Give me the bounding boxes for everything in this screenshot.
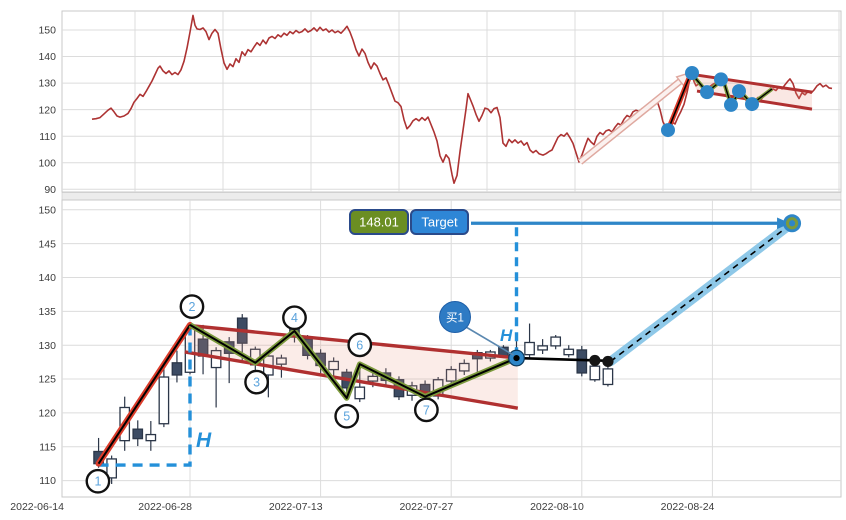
height-measure-dashed (98, 326, 192, 467)
breakout-marker-core (513, 354, 520, 362)
pattern-overlay (95, 218, 797, 467)
mini-pivot-dot (685, 66, 699, 81)
candle-up (602, 368, 614, 386)
target-price-label: 148.01 (359, 215, 399, 230)
mini-pivot-dot (661, 123, 675, 138)
target-marker-ring (785, 217, 799, 230)
pivot-circle-3 (244, 369, 270, 395)
impulse-core (97, 324, 191, 465)
pivot-number-3: 3 (253, 375, 260, 389)
annotations: 1 2 3 4 5 6 7 (85, 214, 802, 494)
overview-plot-area[interactable] (61, 10, 842, 193)
overview-grid (61, 10, 842, 193)
pivot-circle-6 (347, 332, 373, 358)
y-tick-label: 140 (38, 272, 56, 284)
candle-up (563, 348, 575, 356)
price-dot (602, 355, 614, 368)
candle-up (276, 357, 287, 365)
buy-signal-label: 买1 (446, 312, 464, 325)
buy-signal-badge (439, 301, 471, 333)
mini-impulse-core (667, 72, 692, 131)
buy-signal-connector (465, 326, 514, 356)
detail-y-axis: 110 115 120 125 130 135 140 145 150 (38, 204, 56, 487)
y-tick-label: 150 (38, 204, 56, 216)
candle-up (445, 368, 457, 382)
y-tick-label: 110 (39, 475, 56, 487)
y-tick-label: 150 (38, 25, 56, 37)
y-tick-label: 110 (39, 131, 56, 143)
x-tick-label: 2022-06-14 (10, 501, 64, 513)
height-projection-label: H (500, 326, 513, 345)
candle-up (158, 376, 170, 425)
y-tick-label: 135 (38, 306, 56, 318)
pivot-number-5: 5 (343, 410, 350, 424)
y-tick-label: 120 (38, 104, 56, 116)
candle-up (458, 362, 470, 372)
impulse-arrow-body (578, 76, 686, 164)
pivot-circle-1 (85, 468, 111, 494)
candle-up (145, 433, 157, 442)
chart-separator-band (61, 192, 842, 201)
candle-up (550, 336, 562, 347)
candle-up (354, 386, 366, 400)
overview-y-axis: 90 100 110 120 130 140 150 (38, 25, 56, 196)
y-tick-label: 100 (38, 157, 56, 169)
pivot-number-2: 2 (188, 300, 195, 314)
y-tick-label: 125 (38, 374, 56, 386)
height-measure-label: H (196, 429, 212, 452)
wedge-fill (184, 325, 518, 409)
pivot-number-4: 4 (291, 311, 298, 325)
y-tick-label: 140 (38, 51, 56, 63)
y-tick-label: 120 (38, 408, 56, 420)
target-price-box (349, 209, 409, 235)
y-tick-label: 130 (38, 78, 56, 90)
x-tick-label: 2022-07-13 (269, 501, 323, 513)
overview-pattern-overlay (577, 66, 813, 165)
mini-pivot-dot (724, 97, 738, 112)
detail-x-axis: 2022-06-14 2022-06-28 2022-07-13 2022-07-27… (10, 501, 714, 513)
pivot-number-7: 7 (423, 403, 430, 417)
price-dot (589, 354, 601, 367)
x-tick-label: 2022-08-10 (530, 501, 584, 513)
pivot-circle-7 (413, 397, 439, 423)
mini-upper-trendline (689, 72, 813, 94)
candle-up (589, 365, 601, 381)
mini-pivot-dot (700, 85, 714, 100)
x-tick-label: 2022-06-28 (138, 501, 192, 513)
y-tick-label: 115 (39, 441, 56, 453)
candle-up (328, 360, 340, 371)
pivot-circle-2 (179, 294, 205, 320)
candle-down (132, 428, 144, 440)
candle-up (367, 375, 379, 382)
y-tick-label: 145 (38, 238, 56, 250)
target-box (410, 209, 469, 235)
buy-signal-annotation: 买1 (439, 301, 471, 333)
y-tick-label: 90 (44, 184, 56, 196)
mini-pivot-dot (732, 84, 746, 99)
target-label: Target (421, 215, 458, 230)
pivot-number-1: 1 (94, 475, 101, 489)
pivot-circle-4 (282, 305, 307, 331)
mini-pivot-dot (745, 97, 759, 112)
projection-dashed-core (610, 222, 793, 363)
candle-up (106, 458, 117, 479)
x-tick-label: 2022-08-24 (661, 501, 715, 513)
x-tick-label: 2022-07-27 (399, 501, 453, 513)
target-annotation: 148.01 Target (349, 209, 469, 235)
detail-grid (61, 199, 842, 498)
candle-up (524, 341, 535, 356)
target-marker (783, 214, 802, 233)
separator-band (61, 192, 842, 201)
candle-up (537, 345, 548, 351)
pivot-number-6: 6 (356, 338, 363, 352)
candle-down (171, 362, 183, 376)
candle-down (576, 349, 588, 374)
pivot-circle-5 (334, 403, 360, 429)
zigzag-core (189, 324, 517, 400)
y-tick-label: 130 (38, 340, 56, 352)
mini-pivot-dot (714, 72, 728, 87)
